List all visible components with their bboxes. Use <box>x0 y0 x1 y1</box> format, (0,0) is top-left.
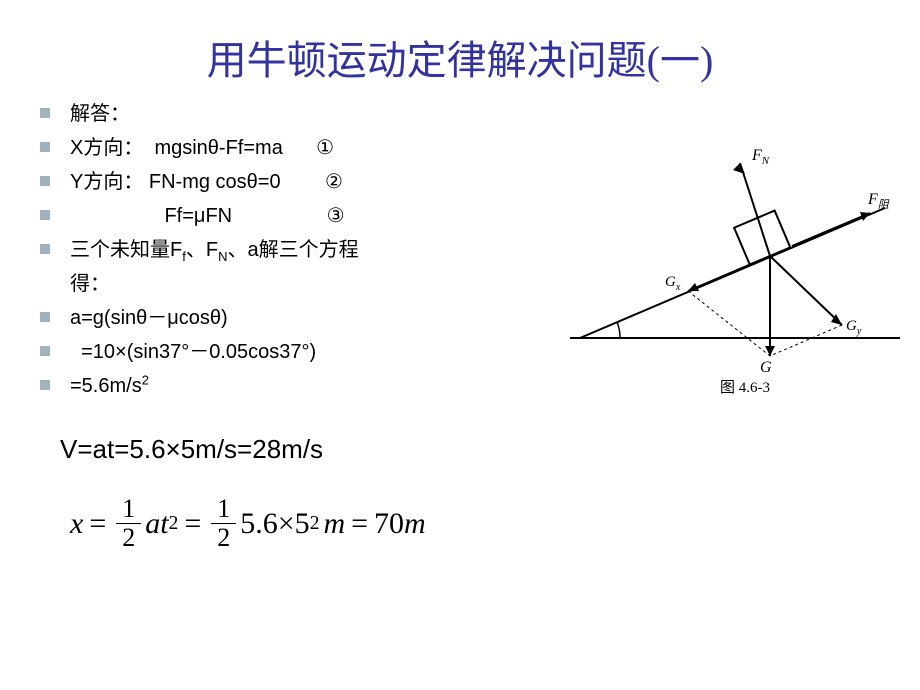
list-item: 解答： <box>40 98 570 130</box>
physics-diagram: FN F阻 G Gx Gy 图 4.6-3 <box>570 138 900 398</box>
velocity-equation: V=at=5.6×5m/s=28m/s <box>60 434 920 465</box>
eq-x: x <box>70 507 83 541</box>
bullet-list: 解答： X方向： mgsinθ-Ff=ma ① Y方向： FN-mg cosθ=… <box>40 98 570 402</box>
eq-result: 70 <box>374 507 404 541</box>
fraction: 1 2 <box>116 495 141 553</box>
eq-m: m <box>404 507 426 541</box>
bullet-icon <box>40 210 50 220</box>
dashed-line <box>688 291 770 356</box>
bullet-text: =5.6m/s2 <box>70 370 149 402</box>
displacement-equation: x = 1 2 at2 = 1 2 5.6×52 m = 70 m <box>70 495 920 553</box>
frac-num: 1 <box>116 495 141 524</box>
eq-m: m <box>323 507 345 541</box>
fn-label: FN <box>751 147 770 167</box>
bullet-icon <box>40 142 50 152</box>
bullet-text: 三个未知量Ff、FN、a解三个方程得： <box>70 234 359 300</box>
gy-label: Gy <box>846 318 862 337</box>
eq-mid: 5.6×5 <box>240 507 309 541</box>
ff-label: F阻 <box>867 191 890 211</box>
g-label: G <box>760 359 772 376</box>
eq-equals: = <box>351 507 368 541</box>
bullet-text: X方向： mgsinθ-Ff=ma ① <box>70 132 334 164</box>
eq-equals: = <box>184 507 201 541</box>
block <box>734 211 790 265</box>
content-area: 解答： X方向： mgsinθ-Ff=ma ① Y方向： FN-mg cosθ=… <box>0 98 920 404</box>
page-title: 用牛顿运动定律解决问题(一) <box>0 0 920 98</box>
diagram-caption: 图 4.6-3 <box>720 379 770 396</box>
eq-equals: = <box>89 507 106 541</box>
ff-vector <box>792 213 870 246</box>
bullet-icon <box>40 244 50 254</box>
fn-arrowhead <box>733 163 745 174</box>
eq-exp: 2 <box>169 513 179 535</box>
list-item: a=g(sinθ－μcosθ) <box>40 302 570 334</box>
bullet-icon <box>40 346 50 356</box>
bullet-text: a=g(sinθ－μcosθ) <box>70 302 228 334</box>
ff-arrowhead <box>860 212 870 221</box>
list-item: =5.6m/s2 <box>40 370 570 402</box>
bullet-text: Y方向： FN-mg cosθ=0 ② <box>70 166 343 198</box>
frac-den: 2 <box>211 524 236 553</box>
bullet-text: 解答： <box>70 98 130 130</box>
incline-diagram-svg: FN F阻 G Gx Gy 图 4.6-3 <box>570 138 900 398</box>
frac-num: 1 <box>211 495 236 524</box>
fn-vector <box>740 163 770 256</box>
bullet-text: =10×(sin37°－0.05cos37°) <box>70 336 316 368</box>
bullet-icon <box>40 312 50 322</box>
frac-den: 2 <box>116 524 141 553</box>
left-column: 解答： X方向： mgsinθ-Ff=ma ① Y方向： FN-mg cosθ=… <box>40 98 570 404</box>
list-item: Ff=μFN ③ <box>40 200 570 232</box>
bullet-icon <box>40 380 50 390</box>
gx-label: Gx <box>665 274 681 293</box>
eq-exp: 2 <box>310 513 320 535</box>
angle-arc <box>617 322 620 338</box>
bullet-icon <box>40 108 50 118</box>
fraction: 1 2 <box>211 495 236 553</box>
bullet-text: Ff=μFN ③ <box>70 200 345 232</box>
gy-vector <box>770 256 842 325</box>
eq-at: at <box>145 507 168 541</box>
list-item: Y方向： FN-mg cosθ=0 ② <box>40 166 570 198</box>
dashed-line <box>770 325 842 356</box>
list-item: 三个未知量Ff、FN、a解三个方程得： <box>40 234 570 300</box>
list-item: =10×(sin37°－0.05cos37°) <box>40 336 570 368</box>
bullet-icon <box>40 176 50 186</box>
gx-vector <box>688 256 770 291</box>
list-item: X方向： mgsinθ-Ff=ma ① <box>40 132 570 164</box>
